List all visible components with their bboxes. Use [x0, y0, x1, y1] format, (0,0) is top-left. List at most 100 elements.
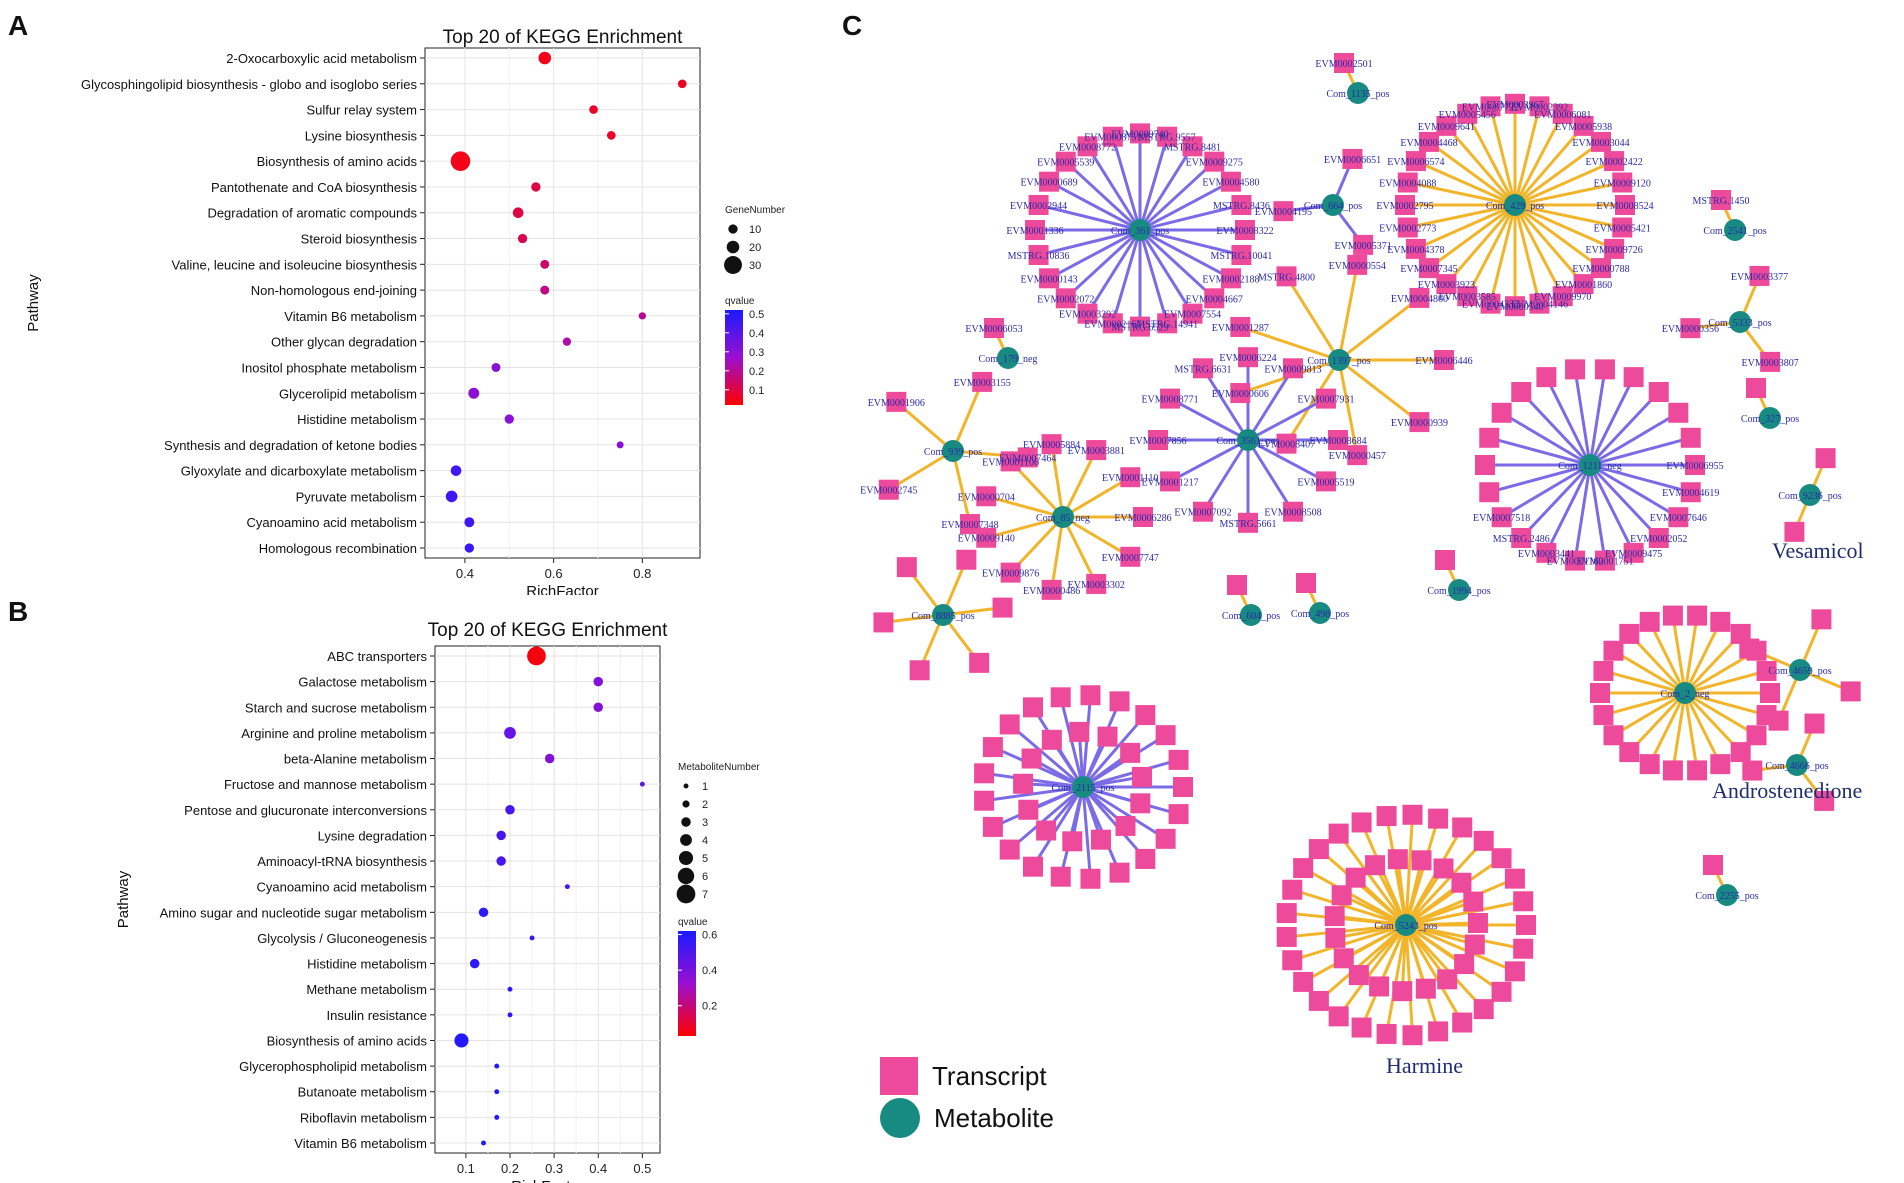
transcript-node — [1347, 254, 1368, 275]
transcript-label: EVM0008407 — [1258, 440, 1315, 451]
transcript-node — [1148, 430, 1168, 450]
network-edge — [1500, 411, 1591, 467]
y-tick-label: Glycosphingolipid biosynthesis - globo a… — [81, 77, 418, 92]
transcript-label: MSTRG.4800 — [1258, 272, 1315, 283]
data-point — [464, 543, 475, 553]
transcript-label: EVM0005884 — [1023, 440, 1080, 451]
color-legend-label: 0.4 — [749, 328, 764, 340]
transcript-label: EVM0002944 — [1010, 201, 1067, 212]
transcript-node — [1746, 378, 1766, 398]
network-edge — [1684, 669, 1767, 695]
network-edge — [1335, 923, 1407, 940]
network-edge — [1337, 264, 1359, 361]
transcript-node — [1594, 359, 1615, 380]
transcript-node — [1573, 274, 1594, 295]
transcript-node — [1452, 817, 1473, 838]
network-edge — [1138, 145, 1194, 231]
transcript-node — [1115, 815, 1136, 836]
transcript-label: EVM0009140 — [958, 534, 1015, 545]
transcript-node — [1680, 318, 1701, 339]
size-legend-label: 3 — [702, 817, 708, 829]
transcript-label: EVM0002188 — [1202, 274, 1259, 285]
transcript-node — [1565, 550, 1586, 571]
network-edge — [1341, 893, 1407, 927]
x-axis-label: RichFactor — [526, 583, 599, 595]
metabolite-node — [1759, 407, 1781, 429]
transcript-label: MSTRG.10836 — [1008, 251, 1070, 262]
transcript-node — [1238, 347, 1258, 368]
size-legend-dot — [676, 884, 696, 904]
transcript-node — [1135, 705, 1156, 726]
transcript-node — [992, 597, 1013, 618]
transcript-node — [1749, 265, 1770, 286]
metabolite-label: Com_1135_pos — [1327, 89, 1390, 100]
transcript-label: EVM0002422 — [1585, 157, 1642, 168]
network-edge — [1589, 463, 1680, 519]
network-edge — [983, 785, 1084, 803]
transcript-node — [1273, 201, 1294, 222]
transcript-node — [1680, 427, 1701, 448]
legend-transcript: Transcript — [880, 1055, 1140, 1097]
size-legend-dot — [681, 817, 691, 827]
transcript-node — [1342, 148, 1363, 169]
transcript-label: EVM0006651 — [1324, 155, 1381, 166]
transcript-node — [1220, 268, 1241, 289]
data-point — [531, 182, 541, 192]
network-edge — [1404, 924, 1414, 1036]
y-tick-label: Riboflavin metabolism — [300, 1110, 427, 1125]
network-edge — [1038, 203, 1141, 232]
transcript-label: EVM0007931 — [1297, 395, 1354, 406]
transcript-node — [1039, 268, 1060, 289]
size-legend-dot — [682, 800, 690, 808]
transcript-label: EVM0001287 — [1212, 323, 1269, 334]
network-edge — [1415, 159, 1516, 207]
y-tick-label: Glycolysis / Gluconeogenesis — [257, 931, 427, 946]
y-tick-label: Starch and sucrose metabolism — [245, 700, 427, 715]
transcript-node — [1480, 293, 1501, 314]
transcript-node — [1231, 245, 1252, 266]
transcript-node — [972, 371, 993, 392]
data-point — [494, 1114, 500, 1120]
metabolite-label: Com_604_pos — [1222, 611, 1280, 622]
transcript-node — [1041, 579, 1062, 600]
network-edge — [1573, 464, 1592, 561]
transcript-node — [1041, 434, 1062, 455]
transcript-node — [1155, 725, 1176, 746]
transcript-node — [1276, 266, 1297, 287]
transcript-label: EVM0000554 — [1329, 261, 1386, 272]
transcript-label: EVM0009813 — [1264, 364, 1321, 375]
y-tick-label: Lysine degradation — [318, 828, 427, 843]
network-edge — [1445, 204, 1517, 286]
transcript-node — [1784, 521, 1805, 542]
network-edge — [1683, 692, 1722, 765]
transcript-node — [1511, 528, 1532, 549]
label-layer: EVM0008322 MSTRG.10041 EVM0002188 EVM000466… — [860, 59, 1842, 932]
metabolite-label: Com_327_pos — [1741, 414, 1799, 425]
y-tick-label: Biosynthesis of amino acids — [257, 154, 418, 169]
transcript-node — [1109, 862, 1130, 883]
transcript-label: EVM0009475 — [1605, 549, 1662, 560]
metabolite-node — [1322, 194, 1344, 216]
metabolite-node — [1129, 219, 1151, 241]
transcript-label: EVM0009275 — [1186, 158, 1243, 169]
transcript-node — [1619, 742, 1640, 763]
network-edge — [951, 450, 972, 525]
network-edge — [1317, 923, 1407, 1003]
transcript-node — [1018, 799, 1039, 820]
network-edge — [1520, 390, 1592, 467]
size-legend-label: 1 — [702, 781, 708, 793]
transcript-node — [1433, 858, 1454, 879]
panel-c-letter: C — [842, 10, 863, 41]
transcript-node — [1282, 950, 1303, 971]
transcript-label: EVM0001906 — [868, 398, 925, 409]
metabolite-label: Com_5333_pos — [1708, 318, 1771, 329]
color-legend-title: qvalue — [678, 917, 708, 928]
transcript-label: EVM0008751 — [1084, 133, 1141, 144]
network-edge — [1514, 203, 1615, 251]
transcript-label: EVM0004619 — [1662, 488, 1719, 499]
transcript-node — [1536, 367, 1557, 388]
network-edge — [1612, 649, 1686, 695]
x-tick-label: 0.4 — [456, 566, 474, 581]
network-edge — [1404, 814, 1414, 926]
network-edge — [1061, 449, 1098, 518]
